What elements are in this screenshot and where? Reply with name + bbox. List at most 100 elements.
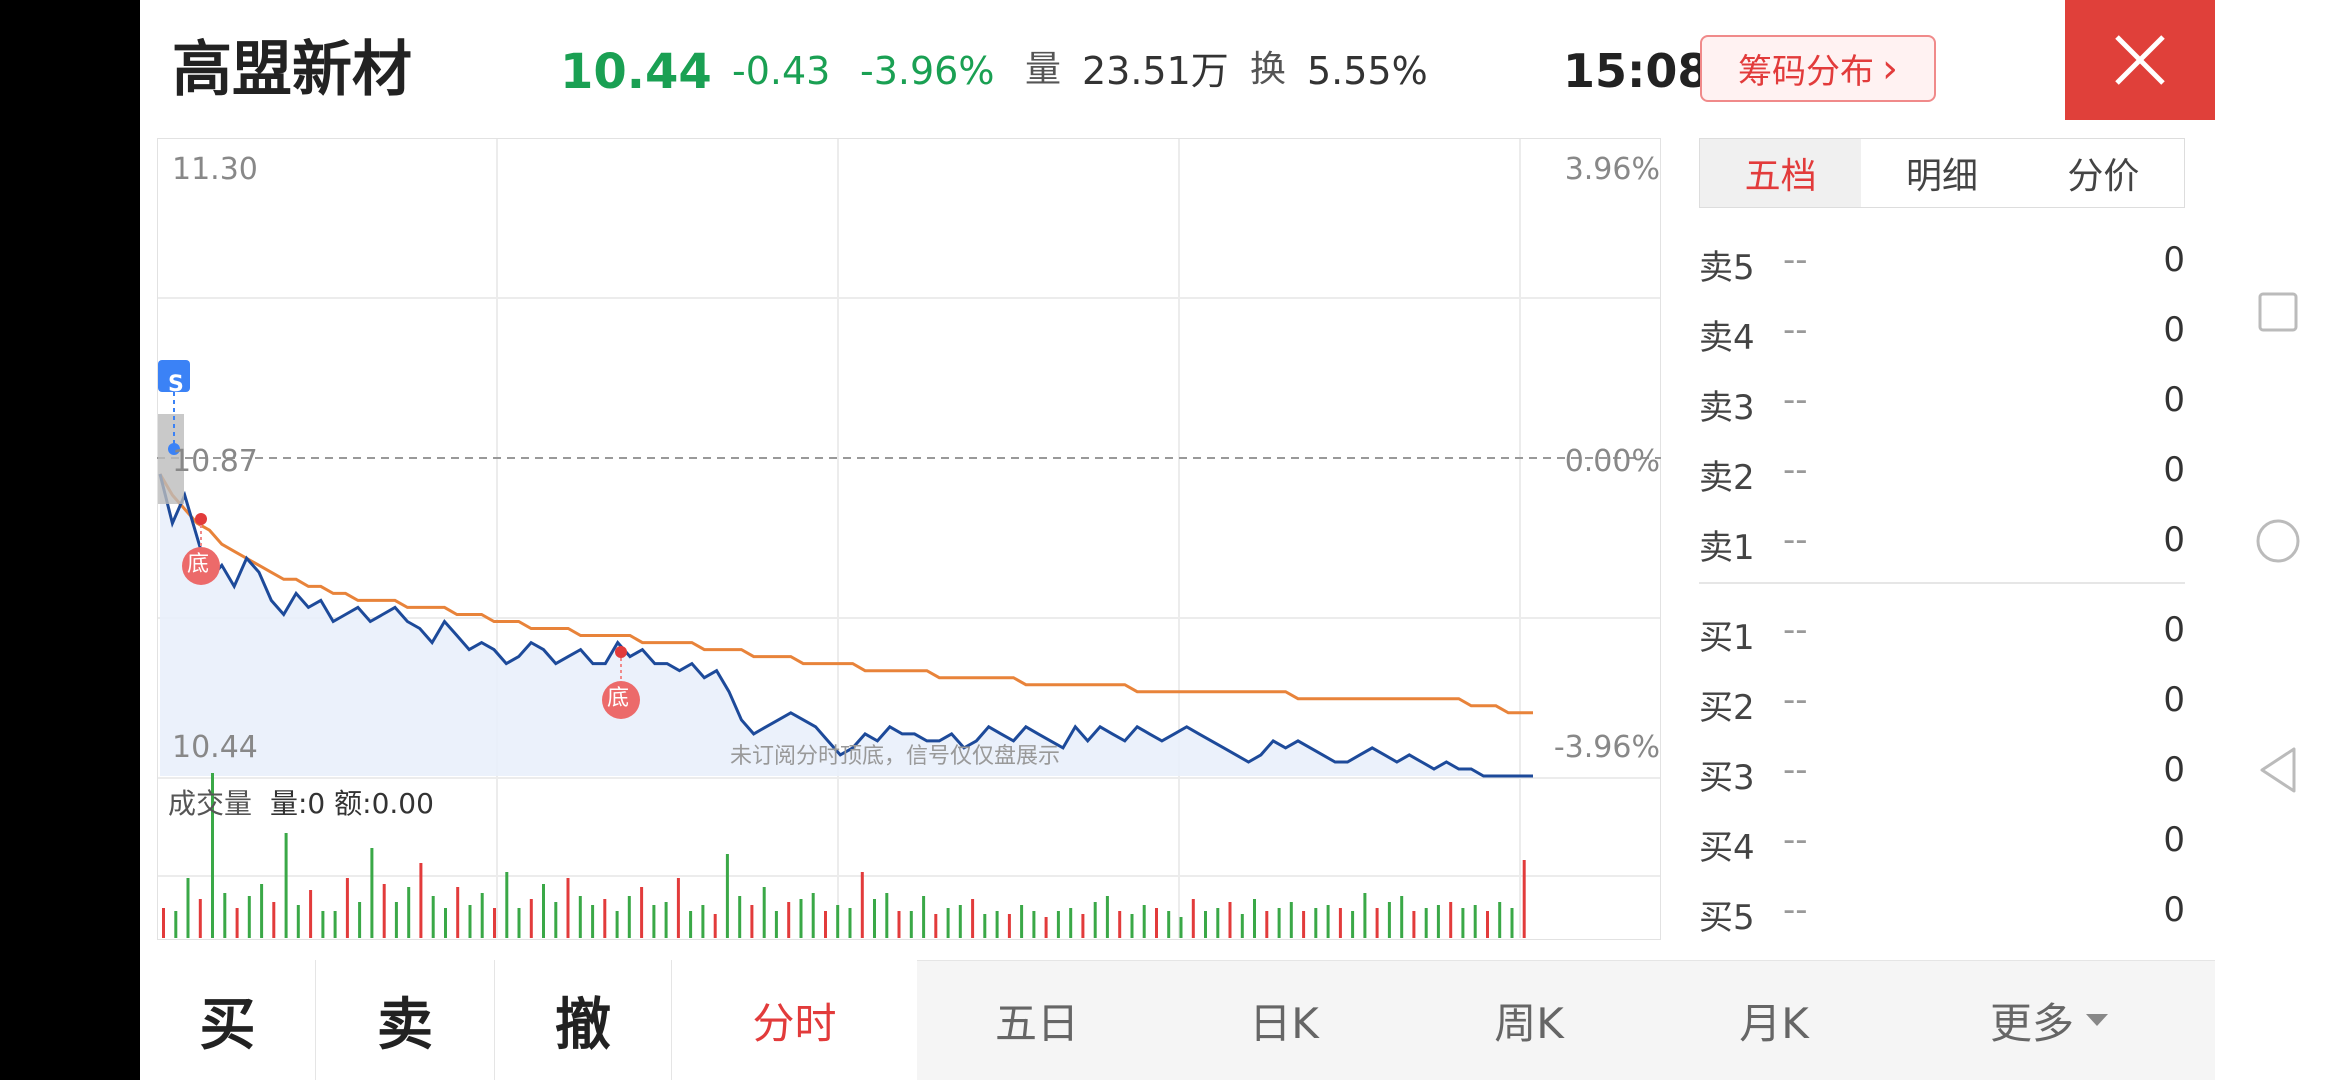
- tab-five-day[interactable]: 五日: [994, 998, 1079, 1048]
- price-change: -0.43: [732, 49, 831, 93]
- stock-name: 高盟新材: [172, 35, 412, 105]
- volume-bar: [824, 911, 827, 938]
- volume-bar: [505, 872, 509, 938]
- back-icon[interactable]: [2256, 745, 2300, 795]
- sell-label: 卖4: [1699, 318, 1755, 358]
- chip-distribution-button[interactable]: 筹码分布 ›: [1700, 35, 1936, 102]
- volume-bar: [627, 896, 631, 938]
- volume-bar: [1191, 899, 1195, 938]
- volume-bar: [1486, 911, 1489, 938]
- volume-bar: [1363, 893, 1367, 938]
- bottom-signal-point-2: [615, 646, 627, 658]
- buy-volume: 0: [2163, 750, 2185, 790]
- volume-bar: [762, 887, 766, 938]
- sell-price: --: [1783, 520, 1808, 560]
- sell-price: --: [1783, 380, 1808, 420]
- volume-bar: [1204, 911, 1207, 938]
- volume-bar: [603, 899, 607, 938]
- volume-bar: [1093, 902, 1097, 938]
- volume-bar: [1007, 914, 1011, 938]
- volume-bar: [713, 914, 717, 938]
- turnover-label: 换: [1250, 49, 1287, 90]
- sell-volume: 0: [2163, 380, 2185, 420]
- sell-button[interactable]: 卖: [316, 960, 495, 1080]
- volume-bar: [725, 854, 729, 938]
- volume-bar: [1240, 914, 1244, 938]
- buy-button[interactable]: 买: [140, 960, 316, 1080]
- volume-bar: [885, 893, 889, 938]
- volume-bar: [1155, 908, 1158, 938]
- volume-bar: [897, 911, 901, 938]
- volume-bar: [958, 905, 962, 938]
- volume-bar: [493, 908, 496, 938]
- volume-bar: [1314, 908, 1318, 938]
- volume-bar: [1265, 911, 1269, 938]
- volume-bar: [738, 896, 742, 938]
- turnover-value: 5.55%: [1307, 49, 1428, 93]
- drag-handle: [158, 414, 184, 504]
- price-axis-bottom: 10.44: [172, 730, 258, 765]
- volume-bar: [480, 893, 484, 938]
- volume-bar: [235, 908, 239, 938]
- average-price-line: [158, 473, 1533, 715]
- home-icon[interactable]: [2254, 517, 2302, 565]
- sell-volume: 0: [2163, 240, 2185, 280]
- tab-more-label: 更多: [1989, 998, 2074, 1048]
- volume-bar: [1289, 902, 1293, 938]
- buy-label: 买2: [1699, 688, 1755, 728]
- volume-bar: [247, 896, 251, 938]
- volume-bar: [1498, 902, 1502, 938]
- cancel-order-button[interactable]: 撤: [495, 960, 672, 1080]
- volume-bar: [1436, 905, 1440, 938]
- buy-price: --: [1783, 610, 1808, 650]
- volume-bar: [934, 914, 938, 938]
- volume-bar: [1522, 860, 1526, 938]
- signal-s-badge: [158, 360, 190, 392]
- price-axis-top: 11.30: [172, 152, 258, 187]
- volume-bar: [456, 887, 460, 938]
- volume-bar: [1461, 908, 1465, 938]
- tab-weekly-k[interactable]: 周K: [1494, 998, 1564, 1048]
- recent-apps-icon[interactable]: [2256, 290, 2300, 334]
- buy-label: 买1: [1699, 618, 1755, 658]
- volume-bars: [162, 773, 1526, 938]
- buy-label: 买3: [1699, 758, 1755, 798]
- sell-price: --: [1783, 240, 1808, 280]
- tab-intraday[interactable]: 分时: [672, 960, 917, 1080]
- buy-price: --: [1783, 890, 1808, 930]
- buy-volume: 0: [2163, 680, 2185, 720]
- volume-bar: [272, 902, 276, 938]
- close-button[interactable]: [2065, 0, 2215, 120]
- tab-more[interactable]: 更多: [1900, 960, 2200, 1080]
- volume-title: 成交量: [168, 787, 253, 820]
- volume-bar: [174, 911, 178, 938]
- volume-bar: [1510, 908, 1514, 938]
- buy-label: 买4: [1699, 828, 1755, 868]
- volume-bar: [1105, 896, 1109, 938]
- buy-volume: 0: [2163, 820, 2185, 860]
- tab-monthly-k[interactable]: 月K: [1739, 998, 1809, 1048]
- tab-details[interactable]: 明细: [1905, 156, 1978, 197]
- tab-five-levels[interactable]: 五档: [1700, 139, 1862, 207]
- volume-bar: [382, 884, 386, 938]
- chart-frame: [157, 138, 1661, 940]
- chart-grid: [158, 139, 1660, 938]
- volume-bar: [260, 884, 264, 938]
- buy-row: 买1 -- 0: [1699, 602, 2185, 658]
- tab-price-distribution[interactable]: 分价: [2067, 156, 2140, 197]
- volume-bar: [370, 848, 374, 938]
- sell-row: 卖3 -- 0: [1699, 372, 2185, 428]
- buy-volume: 0: [2163, 610, 2185, 650]
- pct-axis-bottom: -3.96%: [1553, 730, 1660, 765]
- tab-daily-k[interactable]: 日K: [1249, 998, 1319, 1048]
- volume-bar: [983, 914, 987, 938]
- current-price: 10.44: [560, 44, 712, 100]
- volume-bar: [1449, 902, 1453, 938]
- volume-bar: [517, 908, 521, 938]
- buy-row: 买2 -- 0: [1699, 672, 2185, 728]
- volume-bar: [701, 905, 705, 938]
- sell-volume: 0: [2163, 450, 2185, 490]
- volume-bar: [394, 902, 398, 938]
- bottom-marker-1: 底: [187, 552, 210, 577]
